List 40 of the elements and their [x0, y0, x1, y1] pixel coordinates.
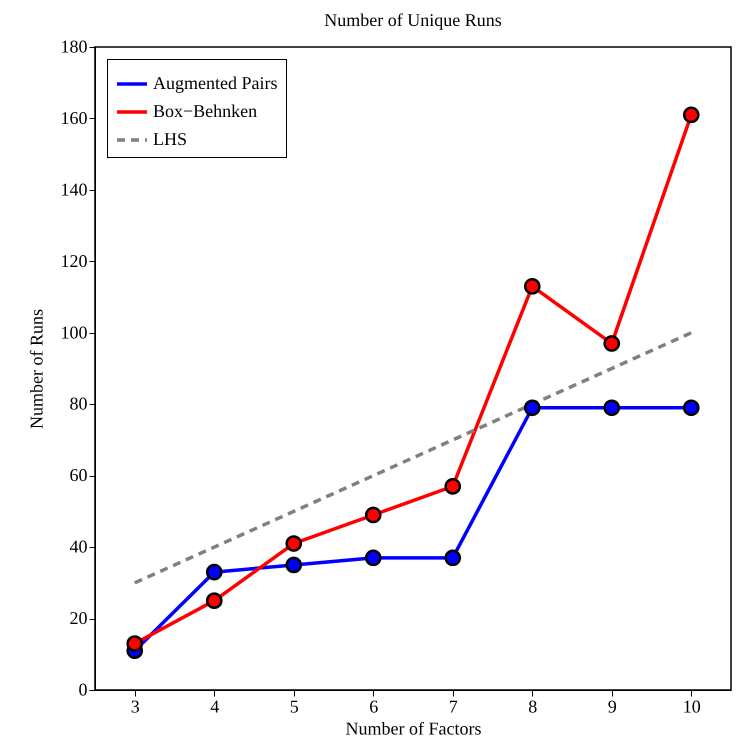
legend-label: Augmented Pairs — [153, 73, 278, 93]
point — [682, 106, 700, 124]
point — [206, 564, 223, 580]
y-tick-label: 160 — [60, 108, 88, 128]
y-tick-label: 20 — [70, 608, 88, 628]
line-series — [133, 331, 693, 585]
x-tick-label: 8 — [528, 696, 538, 716]
x-tick-label: 10 — [682, 696, 701, 716]
chart-title: Number of Unique Runs — [324, 10, 502, 30]
x-tick-label: 5 — [290, 696, 299, 716]
point — [444, 550, 462, 566]
point — [682, 399, 700, 416]
point — [285, 535, 302, 552]
y-tick-label: 60 — [70, 465, 88, 486]
x-axis-title: Number of Factors — [346, 718, 482, 738]
point — [285, 556, 302, 574]
legend-label: LHS — [153, 129, 188, 149]
point — [524, 399, 541, 416]
legend-label: Box−Behnken — [153, 101, 258, 121]
y-tick-label: 100 — [60, 322, 88, 342]
point — [524, 278, 541, 295]
point — [603, 399, 620, 416]
x-tick-label: 6 — [369, 696, 378, 716]
y-tick-label: 180 — [60, 36, 88, 56]
point — [206, 592, 223, 609]
point — [364, 506, 382, 524]
x-tick-label: 7 — [448, 696, 458, 716]
y-tick-label: 140 — [60, 179, 88, 200]
x-tick-label: 3 — [130, 696, 140, 716]
x-tick-label: 9 — [608, 696, 617, 716]
y-tick-label: 120 — [60, 250, 88, 271]
y-tick-label: 40 — [70, 536, 88, 557]
point — [126, 635, 144, 652]
y-tick-label: 0 — [78, 680, 88, 700]
x-tick-label: 4 — [210, 696, 220, 716]
y-tick-label: 80 — [70, 394, 88, 414]
point — [603, 335, 620, 352]
point — [444, 478, 462, 495]
point — [364, 550, 382, 566]
y-axis-title: Number of Runs — [26, 309, 46, 429]
